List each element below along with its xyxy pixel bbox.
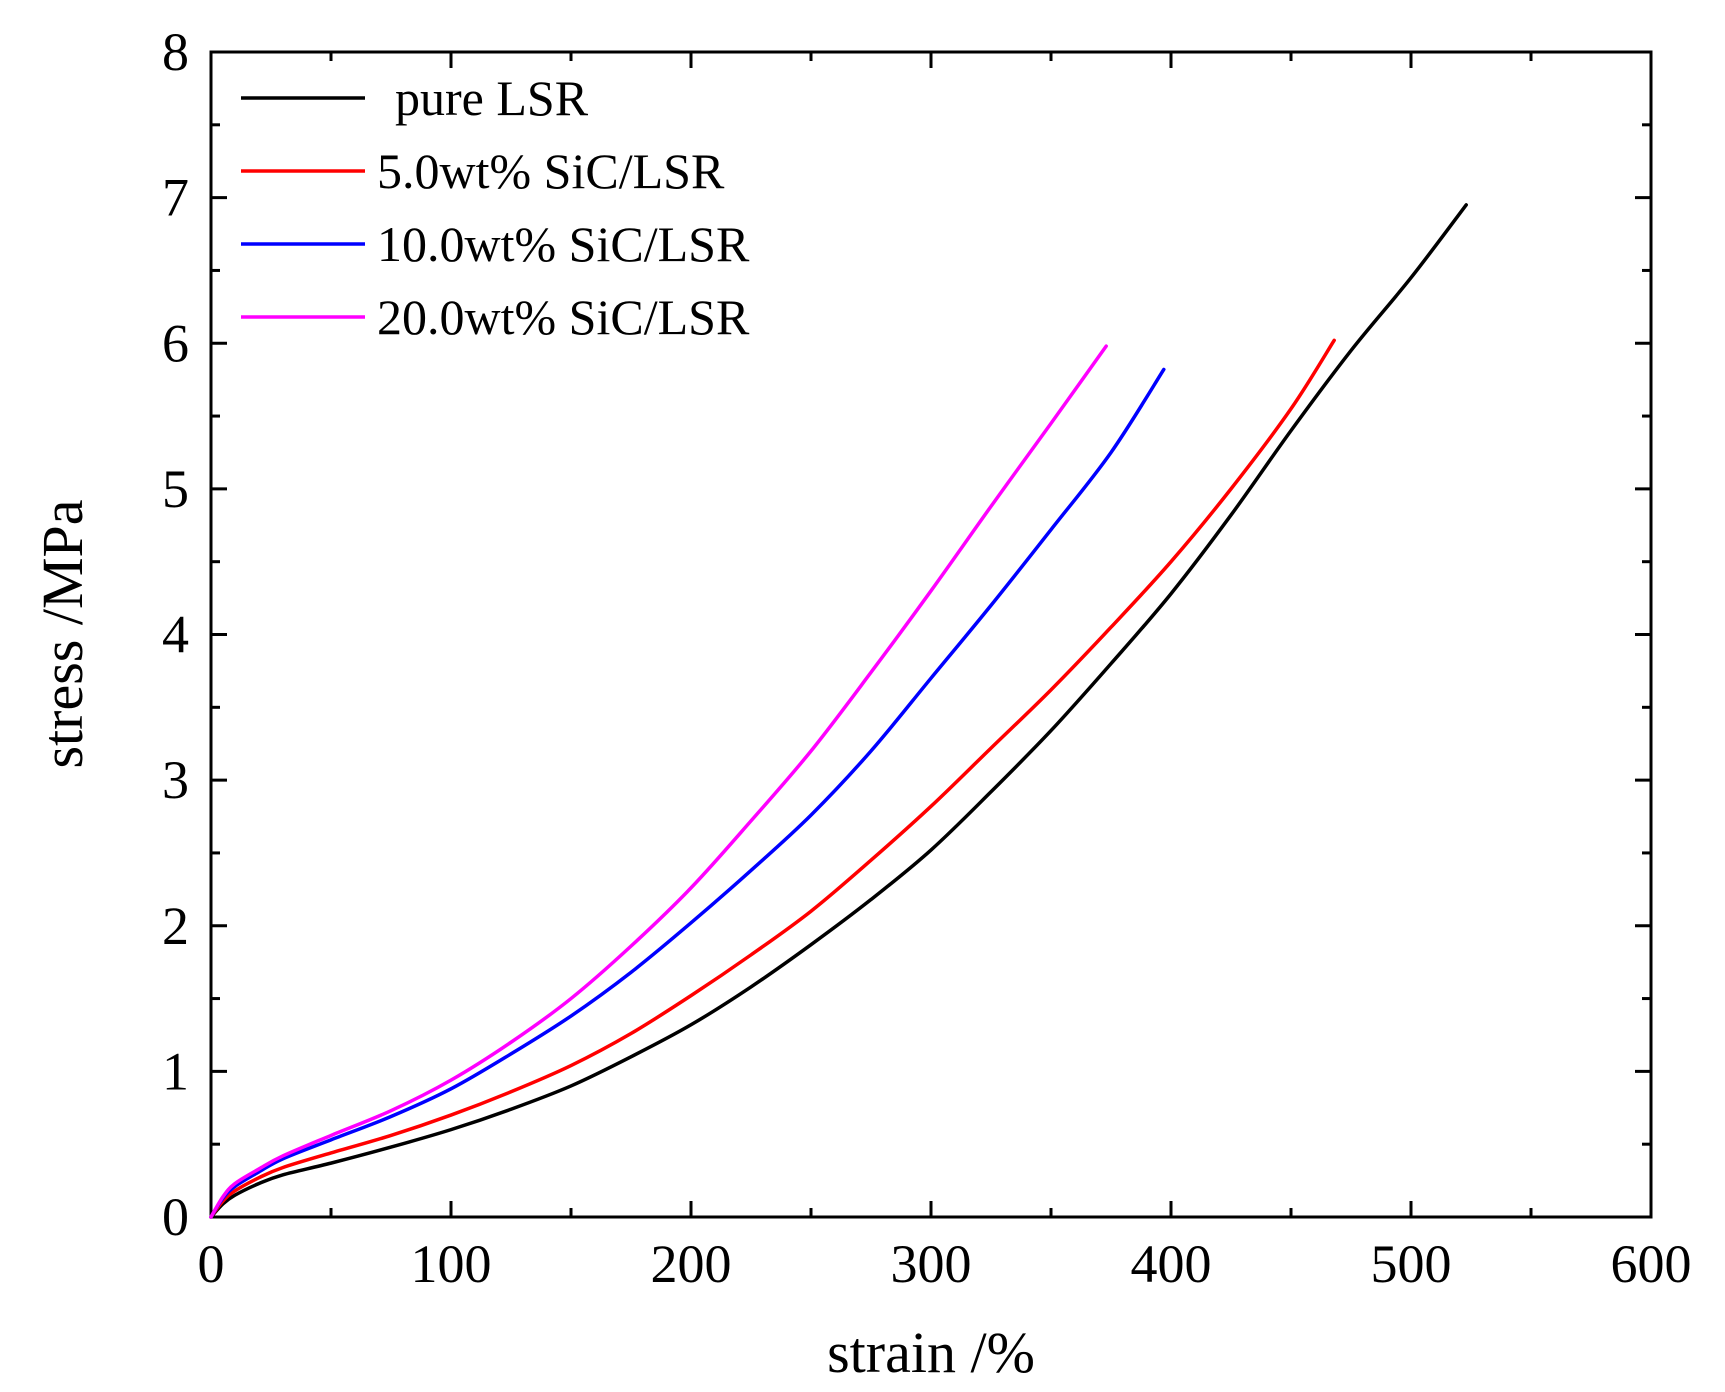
y-tick-label: 0 xyxy=(162,1187,189,1247)
x-tick-label: 100 xyxy=(411,1234,492,1294)
y-tick-label: 4 xyxy=(162,605,189,665)
legend-label-4: 20.0wt% SiC/LSR xyxy=(377,289,750,345)
y-tick-label: 8 xyxy=(162,22,189,82)
series-line-2 xyxy=(209,338,1336,1219)
legend-label-2: 5.0wt% SiC/LSR xyxy=(377,143,725,199)
y-tick-label: 6 xyxy=(162,313,189,373)
y-tick-label: 5 xyxy=(162,459,189,519)
y-tick-label: 2 xyxy=(162,896,189,956)
y-tick-label: 3 xyxy=(162,750,189,810)
series-layer xyxy=(209,203,1468,1219)
series-line-1 xyxy=(209,203,1468,1219)
y-tick-label: 7 xyxy=(162,168,189,228)
x-tick-label: 300 xyxy=(891,1234,972,1294)
series-line-3 xyxy=(209,367,1166,1219)
x-axis-title: strain /% xyxy=(827,1320,1035,1385)
x-tick-label: 400 xyxy=(1131,1234,1212,1294)
x-tick-label: 0 xyxy=(198,1234,225,1294)
x-tick-label: 200 xyxy=(651,1234,732,1294)
axis-tick-labels: 0 100 200 300 400 500 600 0 1 2 3 4 5 6 7 8 xyxy=(162,22,1692,1294)
axis-ticks xyxy=(209,50,1653,1219)
legend-label-3: 10.0wt% SiC/LSR xyxy=(377,216,750,272)
y-axis-title: stress /MPa xyxy=(30,499,95,768)
x-tick-label: 600 xyxy=(1611,1234,1692,1294)
legend: pure LSR 5.0wt% SiC/LSR 10.0wt% SiC/LSR 20.… xyxy=(241,70,750,345)
x-tick-label: 500 xyxy=(1371,1234,1452,1294)
legend-label-1: pure LSR xyxy=(395,70,589,126)
series-line-4 xyxy=(209,344,1108,1219)
y-tick-label: 1 xyxy=(162,1041,189,1101)
